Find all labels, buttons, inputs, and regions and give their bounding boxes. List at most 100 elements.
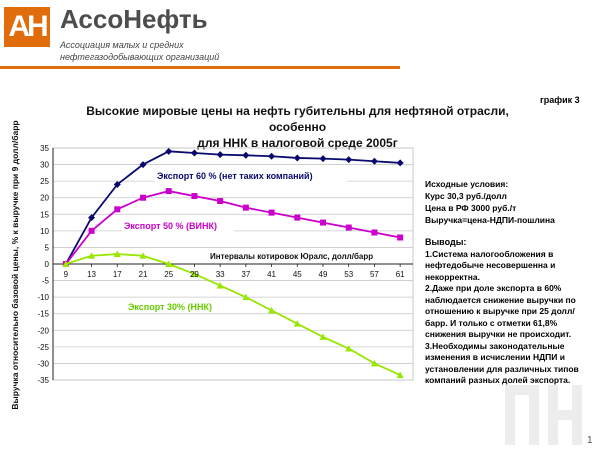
data-point bbox=[113, 250, 121, 258]
x-tick-label: 41 bbox=[267, 270, 276, 279]
slide-number: 1 bbox=[587, 435, 593, 446]
chart-reference: график 3 bbox=[540, 95, 580, 105]
slide-title: Высокие мировые цены на нефть губительны… bbox=[60, 103, 535, 151]
data-point bbox=[191, 193, 198, 200]
brand-subtitle: Ассоциация малых и средних нефтегазодобы… bbox=[60, 39, 219, 63]
data-point bbox=[370, 157, 378, 165]
initial-conditions: Исходные условия: Курс 30,3 руб./долл Це… bbox=[425, 178, 555, 226]
data-point bbox=[88, 252, 96, 259]
data-point bbox=[139, 252, 147, 259]
data-point bbox=[190, 149, 198, 157]
y-tick-label: 20 bbox=[40, 194, 49, 203]
brand-name: АссоНефть bbox=[60, 4, 208, 34]
series-line bbox=[65, 150, 401, 265]
x-tick-label: 45 bbox=[293, 270, 302, 279]
conditions-line: Исходные условия: bbox=[425, 179, 509, 189]
data-point bbox=[165, 188, 172, 195]
x-tick-label: 57 bbox=[370, 270, 379, 279]
data-point bbox=[293, 320, 301, 327]
conclusion-item: 3.Необходимы законодательные изменения в… bbox=[425, 340, 579, 386]
brand-subtitle-line: нефтегазодобывающих организаций bbox=[60, 52, 220, 62]
x-tick-label: 13 bbox=[87, 270, 96, 279]
series-label-bg bbox=[126, 301, 227, 313]
x-tick-label: 9 bbox=[64, 270, 69, 279]
y-tick-label: 30 bbox=[40, 161, 49, 170]
series-line bbox=[65, 190, 401, 265]
data-point bbox=[345, 156, 353, 164]
data-point bbox=[370, 359, 378, 367]
y-tick-label: -15 bbox=[37, 310, 49, 319]
data-point bbox=[165, 260, 173, 267]
data-point bbox=[396, 371, 404, 379]
data-point bbox=[242, 204, 249, 211]
data-point bbox=[242, 151, 250, 159]
y-tick-label: -30 bbox=[37, 359, 49, 368]
series-label-bg bbox=[155, 170, 348, 182]
y-tick-label: -35 bbox=[37, 376, 49, 385]
data-point bbox=[268, 152, 276, 160]
series-name-label: Экспорт 50 % (ВИНК) bbox=[124, 221, 217, 231]
y-tick-label: -5 bbox=[42, 277, 50, 286]
y-tick-label: 5 bbox=[45, 243, 50, 252]
logo: АН bbox=[4, 7, 50, 47]
x-tick-label: 37 bbox=[241, 270, 250, 279]
data-point bbox=[190, 270, 198, 277]
series-line bbox=[65, 253, 401, 376]
x-tick-label: 61 bbox=[396, 270, 405, 279]
data-point bbox=[216, 151, 224, 159]
y-tick-label: 0 bbox=[45, 260, 50, 269]
y-tick-label: -20 bbox=[37, 326, 49, 335]
x-tick-label: 29 bbox=[190, 270, 199, 279]
data-point bbox=[165, 147, 173, 155]
series-label-bg bbox=[122, 220, 235, 232]
header-divider bbox=[0, 66, 400, 69]
data-point bbox=[62, 260, 70, 267]
y-tick-label: 10 bbox=[40, 227, 49, 236]
x-tick-label: 33 bbox=[216, 270, 225, 279]
data-point bbox=[294, 214, 301, 221]
x-tick-label: 53 bbox=[344, 270, 353, 279]
conditions-line: Цена в РФ 3000 руб./т bbox=[425, 203, 517, 213]
y-axis-label: Выручка относительно базовой цены, % к в… bbox=[10, 120, 20, 409]
x-tick-label: 21 bbox=[139, 270, 148, 279]
data-point bbox=[113, 180, 121, 188]
data-point bbox=[216, 282, 224, 289]
data-point bbox=[396, 159, 404, 167]
series-name-label: Экспорт 30% (ННК) bbox=[128, 302, 212, 312]
x-tick-label: 17 bbox=[113, 270, 122, 279]
data-point bbox=[268, 306, 276, 314]
conclusions-heading: Выводы: bbox=[425, 237, 467, 247]
x-tick-label: 49 bbox=[319, 270, 328, 279]
y-tick-label: -10 bbox=[37, 293, 49, 302]
conclusions: Выводы: 1.Система налогообложения в нефт… bbox=[425, 237, 590, 387]
x-axis-label: Интервалы котировок Юралс, долл/барр bbox=[210, 252, 373, 261]
brand-subtitle-line: Ассоциация малых и средних bbox=[60, 40, 184, 50]
y-tick-label: 35 bbox=[40, 144, 49, 153]
y-tick-label: 15 bbox=[40, 210, 49, 219]
data-point bbox=[114, 206, 121, 213]
conditions-line: Выручка=цена-НДПИ-пошлина bbox=[425, 215, 555, 225]
data-point bbox=[242, 293, 250, 301]
series-name-label: Экспорт 60 % (нет таких компаний) bbox=[157, 171, 313, 181]
title-line: Высокие мировые цены на нефть губительны… bbox=[86, 104, 509, 134]
data-point bbox=[319, 333, 327, 340]
title-line: для ННК в налоговой среде 2005г bbox=[197, 136, 398, 150]
data-point bbox=[217, 198, 224, 205]
data-point bbox=[397, 234, 404, 241]
data-point bbox=[345, 224, 352, 231]
y-tick-label: 25 bbox=[40, 177, 49, 186]
data-point bbox=[319, 155, 327, 163]
data-point bbox=[88, 227, 95, 234]
conditions-line: Курс 30,3 руб./долл bbox=[425, 191, 507, 201]
data-point bbox=[268, 209, 275, 216]
data-point bbox=[345, 345, 353, 352]
data-point bbox=[320, 219, 326, 226]
data-point bbox=[371, 229, 378, 236]
logo-mark: АН bbox=[8, 10, 48, 43]
conclusion-item: 1.Система налогообложения в нефтедобыче … bbox=[425, 248, 556, 282]
data-point bbox=[139, 161, 147, 169]
x-tick-label: 25 bbox=[164, 270, 173, 279]
data-point bbox=[140, 194, 146, 201]
